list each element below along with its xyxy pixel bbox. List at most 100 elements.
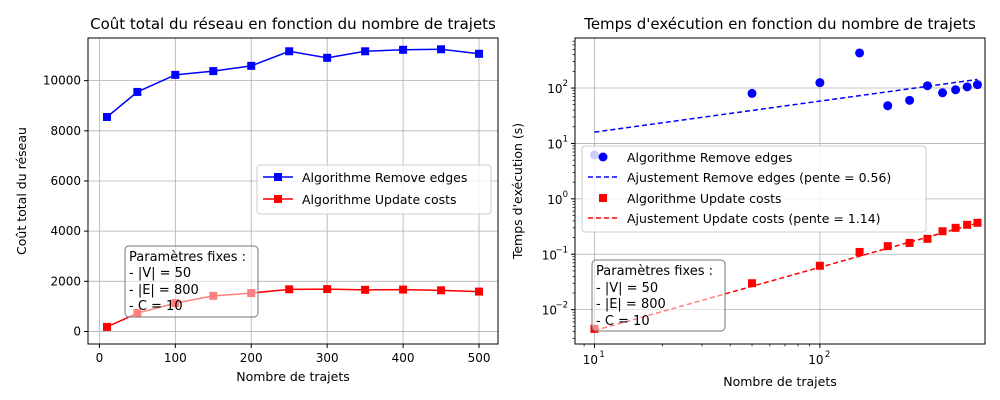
left-series-0-point — [437, 45, 446, 54]
right-update-costs-point — [938, 227, 947, 236]
right-y-tick-exponent: −1 — [555, 245, 568, 255]
right-legend: Algorithme Remove edges Ajustement Remov… — [581, 145, 927, 233]
left-series-0-point — [209, 67, 218, 76]
left-params-line-3: - |E| = 800 — [129, 283, 199, 298]
right-y-tick-label: 10 — [542, 248, 557, 262]
left-series-0-point — [102, 113, 111, 122]
legend-label-remove-edges-fit: Ajustement Remove edges (pente = 0.56) — [627, 170, 891, 185]
right-y-tick-exponent: 2 — [563, 79, 568, 89]
right-remove-edges-point — [938, 88, 948, 98]
right-update-costs-point — [951, 223, 960, 232]
left-series-0-point — [133, 87, 142, 96]
right-update-costs-point — [905, 238, 914, 247]
left-y-tick-label: 4000 — [50, 224, 81, 238]
left-ticks: 0 100 200 300 400 500 0 2000 4000 6000 8000 10000 — [43, 74, 491, 365]
right-params-line-2: - |V| = 50 — [596, 281, 658, 296]
right-chart-title: Temps d'exécution en fonction du nombre … — [583, 15, 976, 33]
left-series-0-point — [475, 49, 484, 58]
right-remove-edges-point — [815, 78, 825, 88]
left-series-0-point — [399, 45, 408, 54]
legend-label-update-costs-points: Algorithme Update costs — [627, 191, 782, 206]
right-remove-edges-point — [855, 48, 865, 58]
legend-marker-update-costs — [274, 195, 282, 203]
left-series-0-point — [361, 47, 370, 56]
right-update-costs-point — [883, 242, 892, 251]
left-chart: Coût total du réseau en fonction du nomb… — [14, 15, 499, 384]
right-update-costs-point — [855, 247, 864, 256]
legend-label-update-costs: Algorithme Update costs — [302, 192, 457, 207]
right-update-costs-point — [923, 234, 932, 243]
right-x-tick-exponent: 2 — [825, 350, 830, 360]
left-x-tick-label: 300 — [316, 351, 339, 365]
left-x-tick-label: 400 — [392, 351, 415, 365]
right-remove-edges-point — [922, 81, 932, 91]
left-params-box: Paramètres fixes : - |V| = 50 - |E| = 80… — [124, 245, 259, 318]
right-fit-line-1 — [594, 78, 978, 133]
right-remove-edges-point — [962, 82, 972, 92]
left-chart-title: Coût total du réseau en fonction du nomb… — [90, 15, 496, 33]
left-series-1-point — [102, 322, 111, 331]
right-y-tick-label: 10 — [547, 82, 562, 96]
right-params-frame — [591, 259, 726, 332]
right-remove-edges-point — [883, 101, 893, 111]
left-y-tick-label: 8000 — [50, 124, 81, 138]
left-legend: Algorithme Remove edges Algorithme Updat… — [256, 164, 492, 215]
right-update-costs-point — [963, 220, 972, 229]
legend-marker-remove-edges — [274, 173, 282, 181]
legend-label-update-costs-fit: Ajustement Update costs (pente = 1.14) — [627, 211, 881, 226]
right-y-tick-exponent: −2 — [555, 301, 568, 311]
left-y-tick-label: 6000 — [50, 174, 81, 188]
right-x-tick-exponent: 1 — [599, 350, 604, 360]
right-params-box: Paramètres fixes : - |V| = 50 - |E| = 80… — [591, 259, 726, 332]
left-y-axis-label: Coût total du réseau — [14, 127, 29, 255]
left-x-tick-label: 500 — [468, 351, 491, 365]
right-remove-edges-point — [905, 95, 915, 105]
right-update-costs-point — [748, 279, 757, 288]
left-axes-frame — [87, 37, 499, 345]
left-x-tick-label: 200 — [240, 351, 263, 365]
left-series-1-point — [285, 285, 294, 294]
right-remove-edges-point — [972, 80, 982, 90]
right-y-tick-label: 10 — [547, 193, 562, 207]
left-y-tick-label: 10000 — [43, 74, 81, 88]
left-legend-box — [256, 164, 492, 215]
left-x-tick-label: 100 — [164, 351, 187, 365]
left-series-0-point — [285, 47, 294, 56]
left-params-frame — [124, 245, 259, 318]
right-y-axis-label: Temps d'exécution (s) — [510, 123, 525, 260]
right-chart: Temps d'exécution en fonction du nombre … — [510, 15, 986, 389]
left-series-0-point — [171, 70, 180, 79]
legend-label-remove-edges: Algorithme Remove edges — [302, 170, 467, 185]
left-x-axis-label: Nombre de trajets — [236, 369, 350, 384]
right-y-tick-exponent: 0 — [563, 190, 568, 200]
right-y-tick-exponent: 1 — [563, 134, 568, 144]
right-legend-box — [581, 145, 927, 233]
left-series-1-point — [437, 286, 446, 295]
left-series-0-point — [247, 61, 256, 70]
left-params-line-1: Paramètres fixes : — [129, 250, 246, 265]
legend-marker-update-costs-points — [599, 194, 607, 202]
right-x-tick-label: 10 — [808, 353, 823, 367]
right-update-costs-point — [815, 261, 824, 270]
left-params-line-2: - |V| = 50 — [129, 266, 191, 281]
right-x-axis-label: Nombre de trajets — [723, 374, 837, 389]
legend-label-remove-edges-points: Algorithme Remove edges — [627, 150, 792, 165]
right-params-line-1: Paramètres fixes : — [596, 264, 713, 279]
left-series-1-point — [323, 285, 332, 294]
right-remove-edges-point — [951, 85, 961, 95]
left-y-tick-label: 2000 — [50, 274, 81, 288]
right-y-tick-label: 10 — [547, 137, 562, 151]
right-x-tick-label: 10 — [583, 353, 598, 367]
left-y-tick-label: 0 — [73, 324, 81, 338]
left-params-line-4: - C = 10 — [129, 299, 183, 314]
left-x-tick-label: 0 — [96, 351, 104, 365]
left-series-1-point — [475, 287, 484, 296]
left-series-1-point — [399, 285, 408, 294]
legend-marker-remove-edges-points — [598, 152, 608, 162]
right-y-tick-label: 10 — [542, 304, 557, 318]
left-series-line-0 — [106, 48, 480, 118]
left-series-1-point — [361, 285, 370, 294]
right-axes-frame — [574, 37, 986, 345]
